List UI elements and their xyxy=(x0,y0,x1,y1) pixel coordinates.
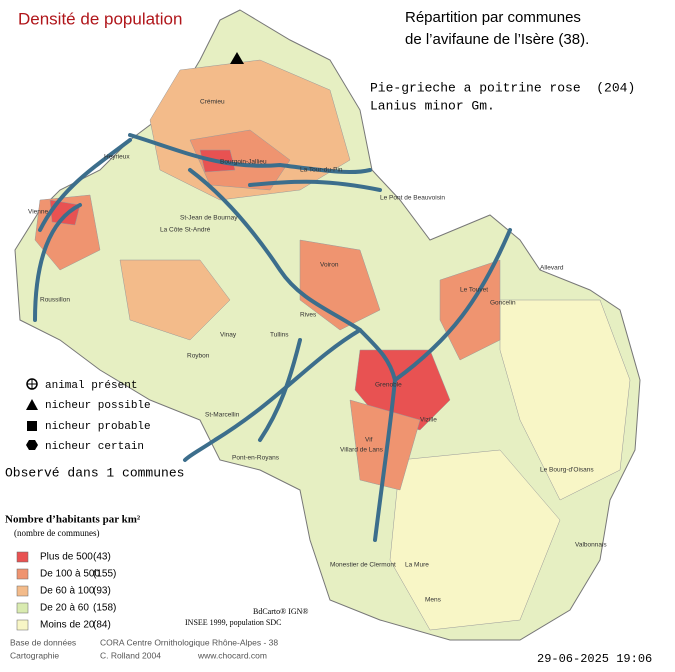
density-count: (155) xyxy=(93,569,116,580)
status-label: nicheur probable xyxy=(45,421,151,433)
place-name: Villard de Lans xyxy=(340,447,384,454)
place-name: Voiron xyxy=(320,262,339,269)
place-name: Le Bourg-d'Oisans xyxy=(540,467,594,474)
density-label: Moins de 20 xyxy=(40,620,95,631)
source: BdCarto® IGN® xyxy=(253,607,308,616)
place-name: Tullins xyxy=(270,332,289,339)
credit-value: C. Rolland 2004 xyxy=(100,650,161,660)
density-swatch xyxy=(16,551,29,563)
observed-count: Observé dans 1 communes xyxy=(5,465,184,480)
place-name: Goncelin xyxy=(490,300,516,307)
place-name: Roussillon xyxy=(40,297,70,304)
status-label: animal présent xyxy=(45,380,137,392)
place-name: Pont-en-Royans xyxy=(232,455,280,462)
status-label: nicheur certain xyxy=(45,441,144,453)
density-zones xyxy=(34,59,631,631)
density-count: (158) xyxy=(93,603,116,614)
credit-label: Base de données xyxy=(10,637,76,647)
species: Pie-grieche a poitrine rose (204) xyxy=(370,80,635,95)
website: www.chocard.com xyxy=(197,650,267,660)
density-count: (43) xyxy=(93,552,111,563)
place-name: Roybon xyxy=(187,353,210,360)
credit-label: Cartographie xyxy=(10,650,59,660)
latin-name: Lanius minor Gm. xyxy=(370,98,495,113)
source: INSEE 1999, population SDC xyxy=(185,618,281,627)
place-name: Valbonnais xyxy=(575,542,607,549)
density-label: Plus de 500 xyxy=(40,552,93,563)
place-name: Rives xyxy=(300,312,317,319)
map-title: Densité de population xyxy=(18,9,182,28)
place-name: Vinay xyxy=(220,332,237,339)
density-label: De 60 à 100 xyxy=(40,586,95,597)
place-name: St-Marcellin xyxy=(205,412,240,419)
place-name: Allevard xyxy=(540,265,564,272)
place-names: Crémieu Heyrieux Vienne Bourgoin-Jallieu Le … xyxy=(28,99,607,604)
place-name: Le Touvet xyxy=(460,287,488,294)
place-name: La Mure xyxy=(405,562,429,569)
rivers xyxy=(33,133,512,542)
density-label: De 20 à 60 xyxy=(40,603,89,614)
place-name: Monestier de Clermont xyxy=(330,562,396,569)
credit-value: CORA Centre Ornithologique Rhône-Alpes -… xyxy=(100,637,278,647)
density-count: (93) xyxy=(93,586,111,597)
place-name: Vif xyxy=(365,437,373,444)
density-subtitle: (nombre de communes) xyxy=(14,528,99,538)
place-name: St-Jean de Bournay xyxy=(180,215,238,222)
place-name: Mens xyxy=(425,597,442,604)
density-swatch xyxy=(16,585,29,597)
density-swatch xyxy=(16,568,29,580)
density-swatch xyxy=(16,619,29,631)
status-label: nicheur possible xyxy=(45,400,151,412)
place-name: La Côte St-André xyxy=(160,227,211,234)
title: de l’avifaune de l’Isère (38). xyxy=(405,31,589,48)
place-name: Le Pont de Beauvoisin xyxy=(380,195,445,202)
place-name: La Tour-du-Pin xyxy=(300,167,343,174)
place-name: Vienne xyxy=(28,209,49,216)
place-name: Grenoble xyxy=(375,382,402,389)
status-legend xyxy=(26,378,38,450)
place-name: Bourgoin-Jallieu xyxy=(220,159,267,166)
density-swatch xyxy=(16,602,29,614)
density-title: Nombre d’habitants par km² xyxy=(5,514,141,526)
density-legend: Plus de 500 (43) De 100 à 500(155) De 60 à … xyxy=(16,551,116,631)
observation-marker xyxy=(230,52,244,64)
density-label: De 100 à 500 xyxy=(40,569,100,580)
title: Répartition par communes xyxy=(405,9,581,26)
place-name: Crémieu xyxy=(200,99,225,106)
place-name: Vizille xyxy=(420,417,437,424)
timestamp: 29-06-2025 19:06 xyxy=(537,652,652,666)
density-count: (84) xyxy=(93,620,111,631)
place-name: Heyrieux xyxy=(104,154,130,161)
